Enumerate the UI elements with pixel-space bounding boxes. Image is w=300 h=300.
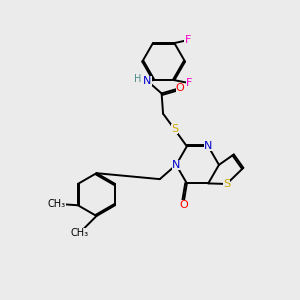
Text: O: O (179, 200, 188, 210)
Text: N: N (204, 141, 212, 151)
Text: CH₃: CH₃ (70, 228, 88, 238)
Text: O: O (176, 83, 184, 93)
Text: S: S (223, 179, 230, 189)
Text: F: F (186, 78, 192, 88)
Text: H: H (134, 74, 142, 85)
Text: N: N (143, 76, 152, 86)
Text: CH₃: CH₃ (47, 199, 66, 209)
Text: F: F (184, 35, 191, 45)
Text: S: S (171, 124, 178, 134)
Text: N: N (172, 160, 180, 170)
